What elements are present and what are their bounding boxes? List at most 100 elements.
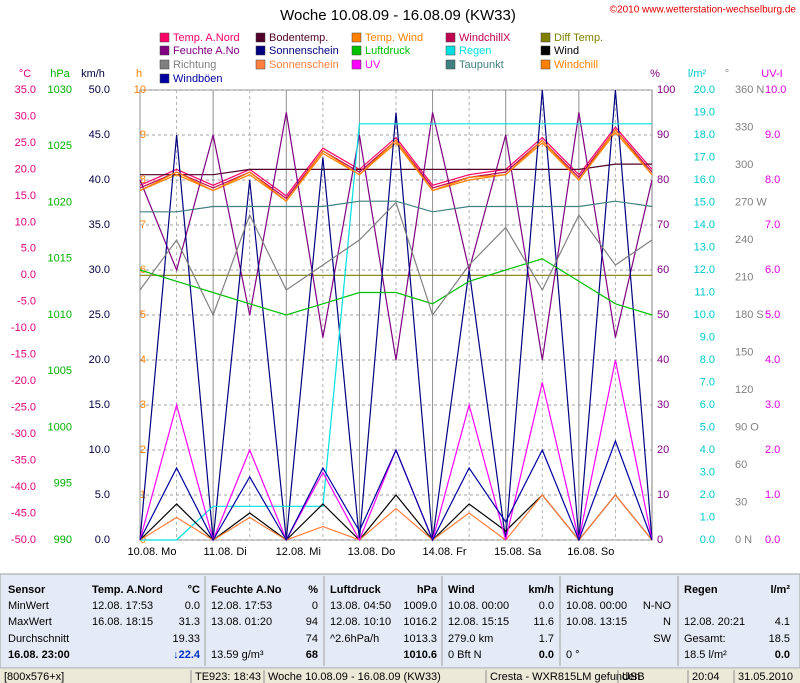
tick-label: 100 — [657, 84, 675, 96]
tick-label: 18.0 — [694, 129, 715, 141]
tick-label: -5.0 — [17, 296, 36, 308]
group-title: Richtung — [566, 584, 614, 596]
tick-label: 1.0 — [700, 511, 715, 523]
cell-value: 0.0 — [539, 649, 554, 661]
tick-label: -20.0 — [11, 375, 36, 387]
cell-value: 18.5 — [769, 633, 790, 645]
series-line — [139, 126, 653, 197]
tick-label: 1025 — [48, 140, 72, 152]
series-line — [139, 89, 653, 541]
tick-label: 20.0 — [694, 84, 715, 96]
cell-value: 1.7 — [539, 633, 554, 645]
tick-label: 30 — [657, 399, 669, 411]
legend-swatch — [255, 59, 266, 70]
stats-table — [0, 573, 800, 669]
cell-label: 18.5 l/m² — [684, 649, 727, 661]
tick-label: 50 — [657, 309, 669, 321]
group-unit: % — [308, 584, 318, 596]
tick-label: 45.0 — [89, 129, 110, 141]
status-text: USB — [622, 671, 645, 683]
tick-label: 300 — [735, 159, 753, 171]
cell-value: 19.33 — [172, 633, 200, 645]
legend-swatch — [159, 32, 170, 43]
tick-label: 1010 — [48, 309, 72, 321]
cell-value: 0.0 — [775, 649, 790, 661]
axis-unit: km/h — [81, 68, 105, 80]
tick-label: 15.0 — [15, 190, 36, 202]
legend-label: Feuchte A.No — [173, 45, 240, 57]
x-tick-label: 11.08. Di — [204, 546, 247, 558]
cell-label: Gesamt: — [684, 633, 726, 645]
tick-label: -25.0 — [11, 402, 36, 414]
group-title: Wind — [448, 584, 475, 596]
tick-label: 35.0 — [89, 219, 110, 231]
tick-label: 16.0 — [694, 174, 715, 186]
status-text: [800x576+x] — [4, 671, 64, 683]
tick-label: 60 — [735, 459, 747, 471]
tick-label: 8.0 — [700, 354, 715, 366]
group-title: Feuchte A.No — [211, 584, 282, 596]
legend-swatch — [159, 73, 170, 84]
tick-label: 25.0 — [89, 309, 110, 321]
tick-label: 15.0 — [694, 196, 715, 208]
legend-label: Richtung — [173, 59, 216, 71]
sensor-label: 16.08. 23:00 — [8, 649, 70, 661]
tick-label: 10 — [134, 84, 146, 96]
cell-value: 74 — [306, 633, 318, 645]
legend-label: Temp. A.Nord — [173, 32, 240, 44]
cell-value: SW — [653, 633, 671, 645]
series-line — [140, 163, 652, 176]
series-line — [139, 112, 653, 361]
tick-label: 240 — [735, 234, 753, 246]
cell-value: 1013.3 — [403, 633, 437, 645]
cell-label: 0 Bft N — [448, 649, 482, 661]
cell-label: 12.08. 10:10 — [330, 616, 391, 628]
cell-value: 0 — [312, 600, 318, 612]
tick-label: -50.0 — [11, 534, 36, 546]
status-text: TE923: 18:43 — [195, 671, 261, 683]
legend-swatch — [445, 32, 456, 43]
chart-title: Woche 10.08.09 - 16.08.09 (KW33) — [280, 7, 516, 24]
cell-value: 0.0 — [185, 600, 200, 612]
tick-label: 6.0 — [765, 264, 780, 276]
cell-value: 11.6 — [533, 616, 554, 628]
tick-label: -45.0 — [11, 507, 36, 519]
legend-swatch — [159, 45, 170, 56]
group-unit: °C — [188, 584, 200, 596]
tick-label: 5.0 — [21, 243, 36, 255]
tick-label: 17.0 — [694, 151, 715, 163]
tick-label: 4.0 — [765, 354, 780, 366]
cell-label: 0 ° — [566, 649, 580, 661]
cell-label: 13.08. 04:50 — [330, 600, 391, 612]
tick-label: 150 — [735, 346, 753, 358]
tick-label: 5.0 — [700, 421, 715, 433]
sensor-label: Sensor — [8, 584, 46, 596]
tick-label: 10.0 — [89, 444, 110, 456]
tick-label: 120 — [735, 384, 753, 396]
group-unit: hPa — [417, 584, 438, 596]
tick-label: 50.0 — [89, 84, 110, 96]
tick-label: 1000 — [48, 421, 72, 433]
legend-swatch — [351, 45, 362, 56]
x-tick-label: 16.08. So — [567, 546, 614, 558]
tick-label: 7.0 — [765, 219, 780, 231]
tick-label: 12.0 — [694, 264, 715, 276]
tick-label: 8.0 — [765, 174, 780, 186]
cell-value: 1009.0 — [403, 600, 437, 612]
legend-swatch — [445, 59, 456, 70]
tick-label: 1030 — [48, 84, 72, 96]
tick-label: 1.0 — [765, 489, 780, 501]
cell-label: 279.0 km — [448, 633, 493, 645]
tick-label: 40 — [657, 354, 669, 366]
tick-label: 3.0 — [700, 466, 715, 478]
tick-label: 4.0 — [700, 444, 715, 456]
tick-label: 10 — [657, 489, 669, 501]
tick-label: 20.0 — [89, 354, 110, 366]
tick-label: 2.0 — [700, 489, 715, 501]
legend-label: Diff Temp. — [554, 32, 603, 44]
legend-label: Sonnenschein — [269, 59, 339, 71]
cell-label: 12.08. 15:15 — [448, 616, 509, 628]
tick-label: -35.0 — [11, 454, 36, 466]
cell-label: 10.08. 00:00 — [448, 600, 509, 612]
